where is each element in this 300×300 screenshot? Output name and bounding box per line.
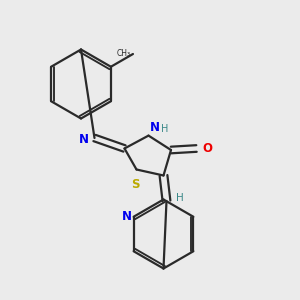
- Text: S: S: [131, 178, 139, 191]
- Text: N: N: [150, 121, 160, 134]
- Text: N: N: [122, 210, 132, 223]
- Text: H: H: [176, 193, 183, 203]
- Text: CH₃: CH₃: [116, 49, 130, 58]
- Text: O: O: [202, 142, 212, 155]
- Text: H: H: [160, 124, 168, 134]
- Text: N: N: [79, 133, 89, 146]
